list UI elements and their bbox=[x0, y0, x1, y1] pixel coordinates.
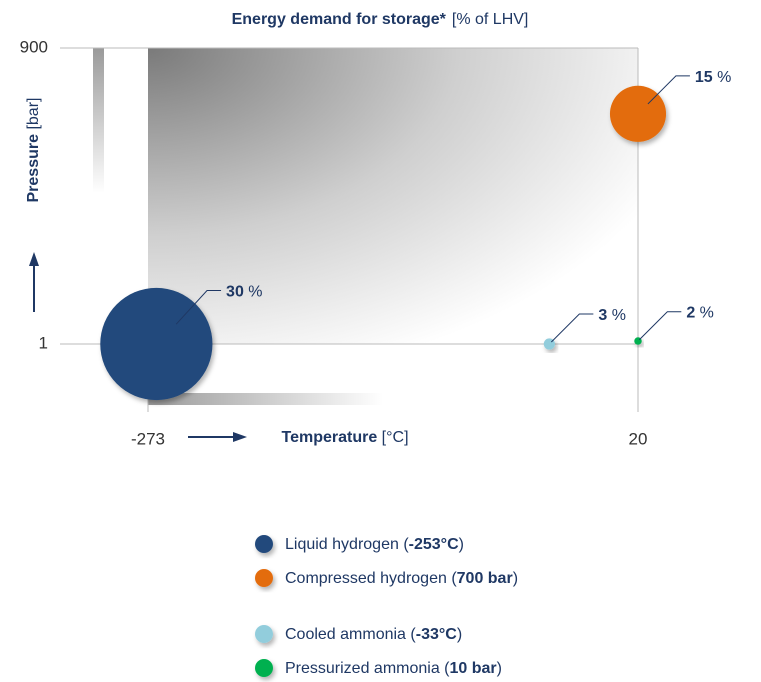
plot-background bbox=[148, 48, 638, 344]
data-label: 15 % bbox=[695, 69, 731, 86]
x-tick-label: 20 bbox=[629, 429, 648, 448]
legend-marker bbox=[255, 535, 273, 553]
leader-line bbox=[175, 290, 222, 325]
title-note: [% of LHV] bbox=[452, 11, 528, 28]
chart-title: Energy demand for storage* [% of LHV] bbox=[232, 11, 529, 28]
data-label: 3 % bbox=[598, 307, 626, 324]
y-axis-label: Pressure [bar] bbox=[25, 98, 42, 203]
pressure-gradient bbox=[93, 48, 104, 193]
x-tick-label: -273 bbox=[131, 429, 165, 448]
legend-label: Pressurized ammonia (10 bar) bbox=[285, 660, 502, 677]
y-tick-label: 1 bbox=[39, 333, 48, 352]
data-label: 2 % bbox=[686, 305, 714, 322]
data-label: 30 % bbox=[226, 284, 262, 301]
temperature-gradient bbox=[148, 393, 383, 405]
leader-line bbox=[638, 311, 682, 341]
legend-label: Liquid hydrogen (-253°C) bbox=[285, 536, 464, 553]
leader-line bbox=[550, 313, 594, 343]
legend-label: Cooled ammonia (-33°C) bbox=[285, 626, 462, 643]
bubble bbox=[100, 287, 213, 401]
legend-label: Compressed hydrogen (700 bar) bbox=[285, 570, 518, 587]
leader-line bbox=[647, 75, 690, 105]
y-tick-label: 900 bbox=[20, 37, 48, 56]
legend-marker bbox=[255, 659, 273, 677]
y-arrow-head bbox=[29, 252, 39, 266]
x-axis-label: Temperature [°C] bbox=[281, 429, 408, 446]
legend-marker bbox=[255, 569, 273, 587]
x-arrow-head bbox=[233, 432, 247, 442]
legend-marker bbox=[255, 625, 273, 643]
